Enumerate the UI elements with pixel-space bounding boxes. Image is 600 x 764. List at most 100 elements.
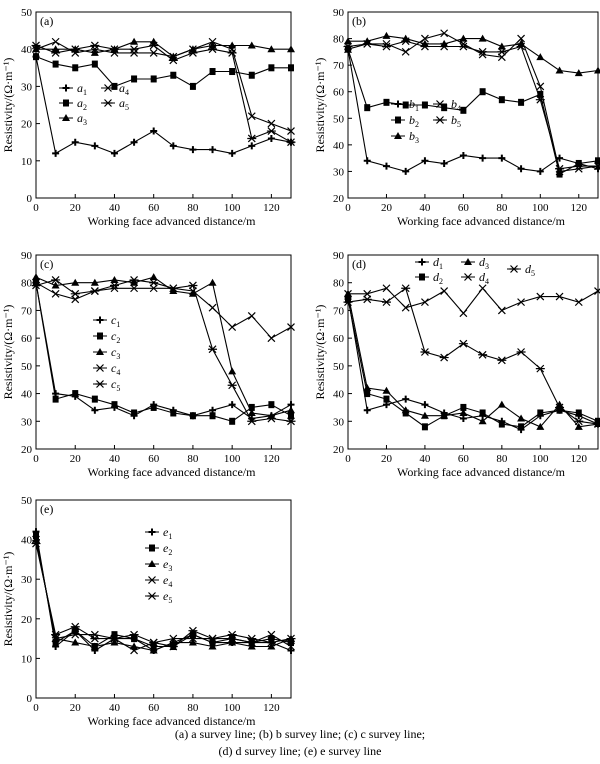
legend-marker	[149, 544, 155, 552]
legend-marker	[464, 273, 472, 281]
data-point	[131, 75, 138, 83]
data-point	[555, 292, 564, 301]
data-point	[247, 134, 257, 143]
data-point	[90, 278, 99, 286]
legend-entry: d3	[461, 255, 489, 271]
legend-label: c3	[111, 345, 120, 361]
legend-entry: d5	[507, 262, 535, 278]
data-point	[517, 298, 526, 307]
data-point	[479, 409, 486, 417]
data-point	[266, 638, 276, 647]
x-tick-label: 60	[458, 202, 470, 214]
data-point	[536, 422, 545, 430]
data-point	[247, 408, 256, 416]
data-point	[420, 34, 429, 43]
x-tick-label: 120	[571, 453, 588, 465]
data-point	[208, 278, 217, 286]
data-point	[268, 635, 275, 643]
data-point	[208, 634, 218, 643]
data-point	[439, 42, 449, 51]
y-tick-label: 80	[333, 278, 345, 290]
legend-label: b1	[409, 97, 419, 113]
x-tick-label: 60	[148, 202, 160, 214]
data-point	[51, 289, 60, 298]
data-point	[537, 90, 544, 98]
data-point	[150, 127, 158, 135]
data-point	[129, 276, 139, 284]
data-point	[31, 539, 41, 548]
data-point	[286, 138, 296, 147]
data-point	[478, 350, 488, 359]
legend-label: a4	[119, 81, 129, 97]
legend-entry: b3	[391, 129, 419, 145]
data-point	[208, 303, 217, 312]
data-point	[227, 630, 237, 639]
data-point	[168, 642, 178, 651]
data-point	[497, 47, 507, 56]
data-point	[90, 287, 100, 295]
data-point	[536, 292, 545, 301]
data-point	[228, 638, 237, 646]
data-point	[460, 403, 467, 411]
data-point	[593, 420, 600, 428]
x-axis-title: Working face advanced distance/m	[88, 465, 257, 479]
data-point	[130, 278, 139, 286]
data-point	[268, 64, 275, 72]
data-point	[90, 41, 100, 50]
x-tick-label: 60	[148, 453, 160, 465]
data-point	[287, 323, 295, 331]
series-a2	[33, 53, 294, 90]
data-point	[497, 356, 507, 365]
legend-entry: e1	[145, 525, 172, 541]
data-point	[440, 29, 449, 38]
data-point	[51, 630, 61, 639]
data-point	[381, 42, 391, 51]
legend-marker	[103, 99, 113, 107]
x-tick-label: 100	[224, 202, 241, 214]
data-point	[149, 278, 159, 287]
legend-marker	[394, 132, 402, 139]
data-point	[421, 101, 428, 109]
chart-panel: (c)0 20 40 60 80 100 1202030405060708090Workin…	[1, 250, 296, 479]
series-c3	[32, 273, 295, 419]
series-line	[347, 40, 598, 170]
y-tick-label: 40	[333, 140, 345, 152]
data-point	[110, 638, 119, 646]
y-axis-title: Resistivity/(Ω·m⁻¹)	[1, 58, 15, 153]
data-point	[188, 634, 197, 643]
data-point	[71, 138, 79, 146]
data-point	[149, 48, 158, 57]
data-point	[247, 312, 256, 320]
data-point	[440, 287, 449, 295]
data-point	[149, 638, 159, 647]
data-point	[363, 384, 372, 392]
data-point	[90, 48, 99, 56]
data-point	[574, 422, 583, 430]
data-point	[363, 289, 372, 298]
data-point	[228, 367, 237, 375]
data-point	[209, 68, 216, 76]
legend-label: a5	[119, 96, 129, 112]
data-point	[287, 45, 295, 53]
series-line	[347, 49, 599, 175]
data-point	[555, 66, 564, 74]
data-point	[556, 406, 563, 414]
data-point	[188, 281, 198, 290]
legend-entry: c1	[93, 313, 120, 329]
data-point	[556, 170, 563, 178]
data-point	[401, 47, 410, 56]
data-point	[70, 45, 80, 54]
data-point	[497, 306, 506, 315]
legend-label: d4	[479, 270, 489, 286]
data-point	[111, 82, 118, 90]
y-tick-label: 10	[21, 653, 33, 665]
legend-marker	[104, 84, 112, 92]
data-point	[247, 634, 257, 643]
legend-label: a2	[77, 96, 87, 112]
legend-entry: d2	[415, 270, 443, 286]
legend-label: d3	[479, 255, 489, 271]
data-point	[247, 642, 256, 650]
legend-label: c4	[111, 361, 120, 377]
chart-panel: (a) 0 20 40 60 80 100 120 0 10 20 30 40 50 Working fac…	[1, 7, 296, 228]
